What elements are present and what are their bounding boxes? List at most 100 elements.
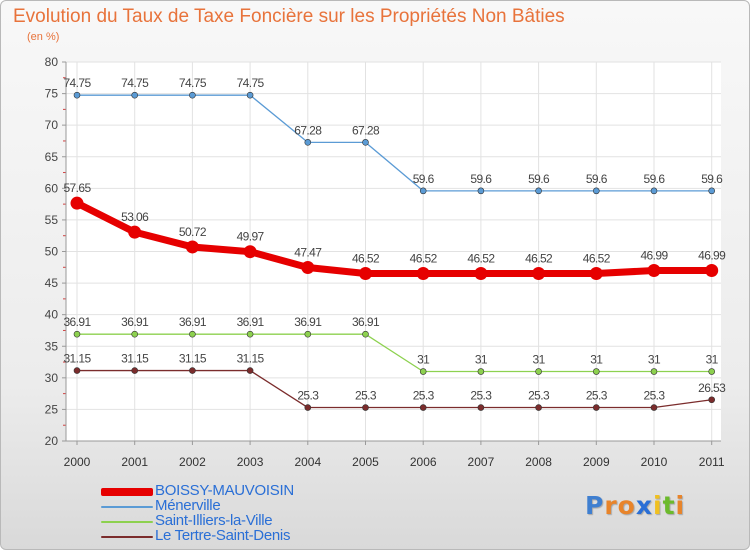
- data-point: [589, 266, 603, 280]
- data-point: [419, 187, 427, 195]
- data-label: 25.3: [297, 389, 319, 403]
- data-label: 31: [417, 353, 430, 367]
- data-point: [304, 139, 312, 146]
- data-label: 36.91: [179, 315, 207, 329]
- logo-letter: x: [635, 491, 653, 520]
- data-point: [477, 187, 485, 195]
- x-tick-label: 2005: [352, 455, 379, 469]
- x-tick-label: 2000: [64, 455, 91, 469]
- data-point: [362, 404, 369, 411]
- data-point: [246, 91, 254, 99]
- data-label: 46.52: [583, 251, 611, 265]
- data-point: [535, 187, 542, 195]
- y-tick-label: 70: [45, 118, 59, 132]
- x-tick-label: 2004: [294, 455, 321, 469]
- data-point: [246, 330, 254, 338]
- data-point: [301, 260, 315, 274]
- x-tick-label: 2003: [237, 455, 264, 469]
- data-point: [474, 266, 488, 280]
- data-point: [535, 404, 542, 411]
- data-label: 31.15: [63, 352, 91, 366]
- series-line: [76, 94, 713, 192]
- data-point: [362, 139, 369, 146]
- data-point: [131, 91, 138, 99]
- y-tick-label: 80: [45, 55, 59, 69]
- data-label: 25.3: [644, 389, 666, 403]
- data-point: [477, 368, 485, 375]
- data-label: 59.6: [528, 172, 550, 186]
- y-tick-label: 30: [45, 371, 59, 385]
- data-label: 46.52: [467, 251, 495, 265]
- data-point: [128, 225, 142, 239]
- data-label: 59.6: [644, 172, 666, 186]
- data-point: [477, 404, 485, 411]
- data-point: [304, 404, 312, 411]
- series-boissy-mauvoisin: 57.65 53.06 50.72 49.97 47.47 46.52 46.52 46.52…: [63, 181, 727, 280]
- data-label: 74.75: [63, 76, 91, 90]
- data-point: [246, 367, 254, 374]
- data-point: [185, 240, 199, 254]
- data-label: 67.28: [294, 123, 322, 137]
- data-point: [419, 368, 427, 375]
- logo-letter: i: [675, 491, 686, 520]
- data-label: 25.3: [355, 389, 377, 403]
- data-point: [650, 368, 658, 375]
- series-line: [76, 333, 713, 373]
- series-saint-illiers-la-ville: 36.91 36.91 36.91 36.91 36.91 36.91 31 31 31 31 31…: [63, 315, 719, 375]
- data-label: 46.99: [698, 249, 726, 263]
- legend-swatch: [101, 505, 153, 508]
- data-point: [73, 91, 81, 99]
- y-tick-label: 45: [45, 276, 59, 290]
- data-label: 67.28: [352, 123, 380, 137]
- data-label: 46.52: [525, 251, 553, 265]
- data-label: 31: [475, 353, 488, 367]
- legend-swatch: [101, 487, 153, 496]
- data-label: 36.91: [121, 315, 149, 329]
- x-tick-label: 2007: [468, 455, 495, 469]
- data-point: [592, 404, 600, 411]
- data-point: [532, 266, 546, 280]
- data-label: 74.75: [121, 76, 149, 90]
- chart-subtitle: (en %): [27, 31, 60, 43]
- data-point: [243, 245, 257, 259]
- y-tick-label: 50: [45, 245, 59, 259]
- data-label: 47.47: [294, 245, 322, 259]
- data-point: [708, 396, 716, 404]
- data-label: 74.75: [237, 76, 265, 90]
- x-tick-label: 2006: [410, 455, 437, 469]
- logo-letter: r: [604, 491, 618, 520]
- y-tick-label: 65: [45, 150, 59, 164]
- legend-swatch: [101, 535, 153, 538]
- data-label: 50.72: [179, 225, 207, 239]
- data-label: 31: [706, 353, 719, 367]
- data-label: 36.91: [352, 315, 380, 329]
- data-label: 25.3: [528, 389, 550, 403]
- data-point: [70, 196, 84, 210]
- y-tick-label: 60: [45, 181, 59, 195]
- y-tick-label: 20: [45, 434, 59, 448]
- logo-letter: P: [585, 491, 605, 520]
- legend-label: BOISSY-MAUVOISIN: [155, 482, 294, 499]
- x-tick-label: 2009: [583, 455, 610, 469]
- data-label: 31: [533, 353, 546, 367]
- chart-title: Evolution du Taux de Taxe Foncière sur l…: [13, 6, 565, 27]
- data-label: 25.3: [586, 389, 608, 403]
- data-label: 57.65: [63, 181, 91, 195]
- data-label: 25.3: [413, 389, 435, 403]
- data-point: [650, 404, 658, 411]
- data-label: 59.6: [701, 172, 723, 186]
- data-point: [592, 368, 600, 375]
- y-tick-label: 75: [45, 87, 59, 101]
- data-point: [359, 266, 372, 280]
- x-tick-label: 2011: [699, 455, 725, 469]
- data-label: 59.6: [413, 172, 435, 186]
- legend-label: Saint-Illiers-la-Ville: [155, 512, 273, 529]
- x-tick-label: 2001: [121, 455, 148, 469]
- data-label: 53.06: [121, 210, 149, 224]
- data-point: [419, 404, 427, 411]
- data-label: 31.15: [237, 352, 265, 366]
- data-point: [592, 187, 600, 195]
- series-line: [76, 369, 713, 409]
- data-label: 26.53: [698, 381, 726, 395]
- data-point: [189, 91, 196, 99]
